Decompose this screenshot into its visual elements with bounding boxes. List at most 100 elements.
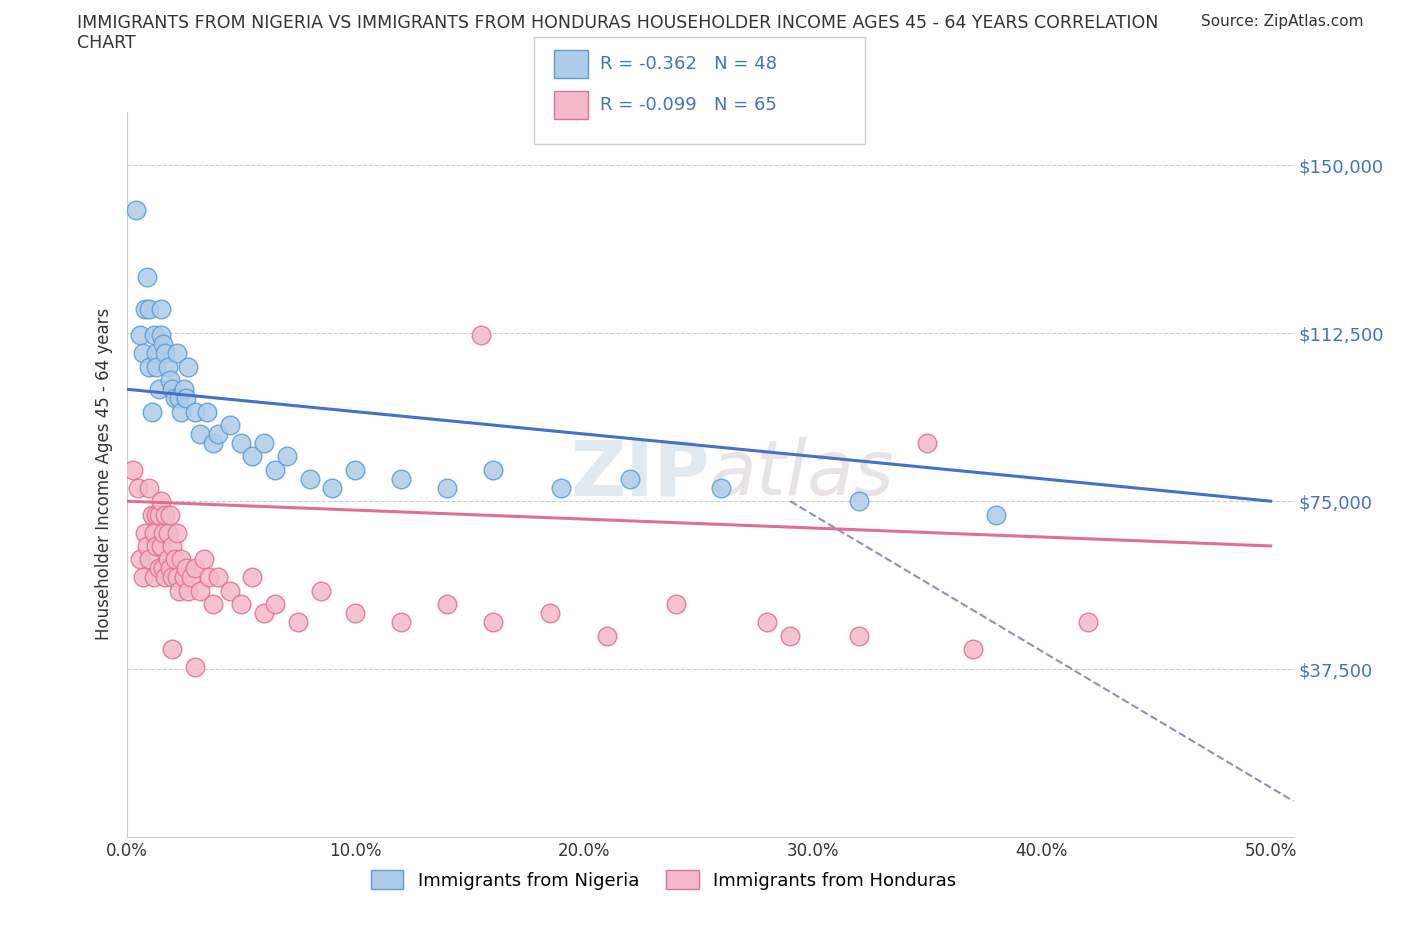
Point bbox=[162, 642, 184, 657]
Point bbox=[170, 405, 193, 419]
Text: Source: ZipAtlas.com: Source: ZipAtlas.com bbox=[1201, 14, 1364, 29]
Point bbox=[550, 480, 572, 495]
Point bbox=[481, 462, 503, 477]
Point bbox=[155, 346, 177, 361]
Point bbox=[156, 359, 179, 374]
Point bbox=[134, 301, 156, 316]
Point bbox=[665, 597, 688, 612]
Point bbox=[1077, 615, 1099, 630]
Point bbox=[166, 525, 188, 540]
Point bbox=[143, 570, 166, 585]
Text: R = -0.099   N = 65: R = -0.099 N = 65 bbox=[600, 96, 778, 114]
Point bbox=[138, 551, 160, 566]
Text: atlas: atlas bbox=[710, 437, 894, 512]
Point bbox=[321, 480, 343, 495]
Point bbox=[129, 551, 152, 566]
Point bbox=[174, 391, 197, 405]
Point bbox=[162, 570, 184, 585]
Point bbox=[127, 480, 149, 495]
Point bbox=[167, 583, 190, 598]
Point bbox=[138, 480, 160, 495]
Point bbox=[184, 405, 207, 419]
Point bbox=[170, 551, 193, 566]
Point bbox=[198, 570, 221, 585]
Point bbox=[218, 418, 240, 432]
Point bbox=[167, 391, 190, 405]
Point bbox=[619, 472, 641, 486]
Point bbox=[436, 597, 458, 612]
Point bbox=[145, 359, 167, 374]
Point bbox=[177, 359, 200, 374]
Point bbox=[917, 435, 939, 450]
Point bbox=[242, 570, 264, 585]
Point bbox=[131, 570, 153, 585]
Point bbox=[122, 462, 145, 477]
Point bbox=[145, 507, 167, 522]
Point bbox=[149, 301, 172, 316]
Point bbox=[156, 525, 179, 540]
Point bbox=[202, 435, 225, 450]
Point bbox=[193, 551, 215, 566]
Point bbox=[276, 449, 298, 464]
Point bbox=[138, 359, 160, 374]
Point bbox=[984, 507, 1007, 522]
Point bbox=[218, 583, 240, 598]
Point bbox=[136, 538, 159, 553]
Point bbox=[134, 525, 156, 540]
Point bbox=[141, 405, 163, 419]
Point bbox=[229, 597, 252, 612]
Point bbox=[177, 583, 200, 598]
Point bbox=[180, 570, 202, 585]
Point bbox=[195, 405, 218, 419]
Point bbox=[148, 382, 170, 397]
Point bbox=[155, 570, 177, 585]
Point bbox=[184, 659, 207, 674]
Point bbox=[344, 605, 367, 620]
Point bbox=[188, 583, 211, 598]
Point bbox=[264, 597, 287, 612]
Point bbox=[159, 373, 181, 388]
Point bbox=[287, 615, 309, 630]
Point bbox=[173, 570, 195, 585]
Point bbox=[159, 561, 181, 576]
Point bbox=[253, 605, 276, 620]
Point bbox=[145, 538, 167, 553]
Point bbox=[163, 551, 186, 566]
Point bbox=[309, 583, 332, 598]
Point bbox=[156, 551, 179, 566]
Point bbox=[155, 507, 177, 522]
Point bbox=[149, 328, 172, 343]
Point bbox=[470, 328, 492, 343]
Point bbox=[166, 570, 188, 585]
Point bbox=[149, 538, 172, 553]
Point bbox=[264, 462, 287, 477]
Point bbox=[129, 328, 152, 343]
Legend: Immigrants from Nigeria, Immigrants from Honduras: Immigrants from Nigeria, Immigrants from… bbox=[363, 863, 963, 897]
Point bbox=[159, 507, 181, 522]
Point bbox=[207, 427, 229, 442]
Point bbox=[596, 628, 619, 643]
Point bbox=[242, 449, 264, 464]
Point bbox=[174, 561, 197, 576]
Text: CHART: CHART bbox=[77, 34, 136, 52]
Point bbox=[207, 570, 229, 585]
Point bbox=[389, 472, 412, 486]
Point bbox=[152, 337, 174, 352]
Point bbox=[779, 628, 801, 643]
Point bbox=[149, 494, 172, 509]
Point bbox=[538, 605, 561, 620]
Point bbox=[344, 462, 367, 477]
Point bbox=[184, 561, 207, 576]
Point bbox=[229, 435, 252, 450]
Point bbox=[148, 507, 170, 522]
Point bbox=[481, 615, 503, 630]
Point bbox=[710, 480, 733, 495]
Y-axis label: Householder Income Ages 45 - 64 years: Householder Income Ages 45 - 64 years bbox=[96, 308, 114, 641]
Point bbox=[152, 525, 174, 540]
Point bbox=[143, 328, 166, 343]
Text: IMMIGRANTS FROM NIGERIA VS IMMIGRANTS FROM HONDURAS HOUSEHOLDER INCOME AGES 45 -: IMMIGRANTS FROM NIGERIA VS IMMIGRANTS FR… bbox=[77, 14, 1159, 32]
Point bbox=[756, 615, 779, 630]
Point bbox=[131, 346, 153, 361]
Point bbox=[253, 435, 276, 450]
Point bbox=[143, 525, 166, 540]
